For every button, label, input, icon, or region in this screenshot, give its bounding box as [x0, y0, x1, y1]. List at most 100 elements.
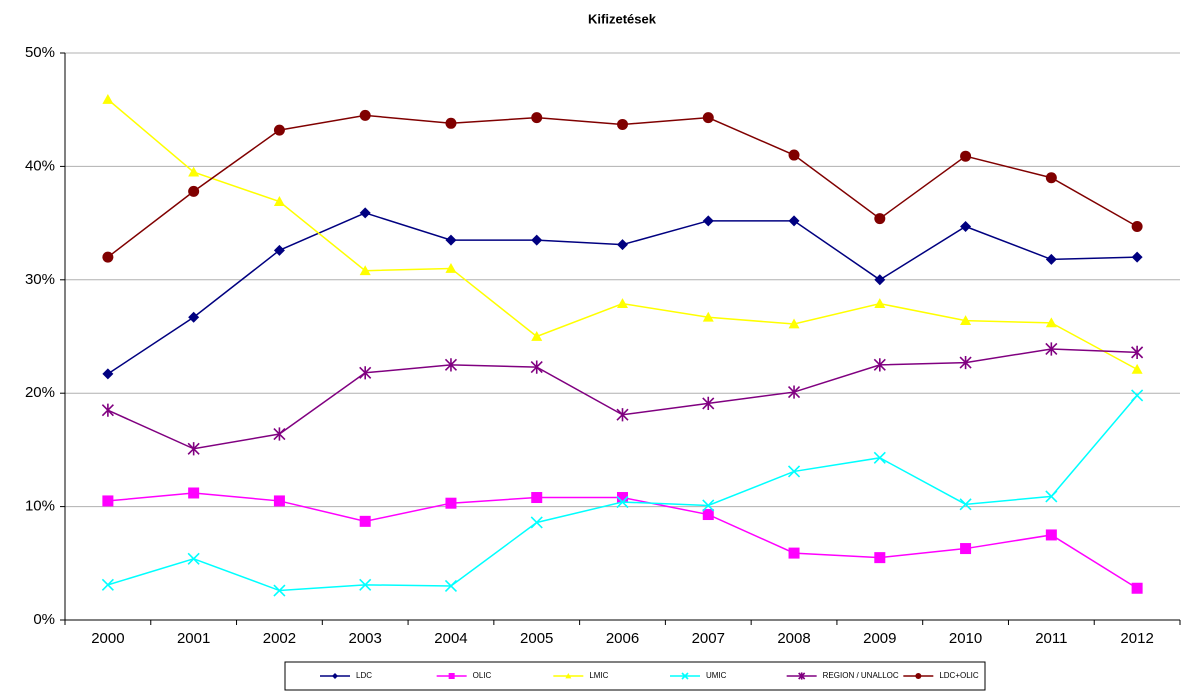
marker [787, 465, 801, 478]
marker [187, 552, 200, 565]
y-tick-label: 20% [25, 384, 55, 401]
marker [873, 451, 886, 464]
marker [960, 543, 972, 555]
y-tick-label: 0% [33, 611, 55, 628]
marker [188, 185, 200, 197]
marker [1131, 389, 1144, 402]
marker [702, 215, 714, 227]
marker [359, 265, 371, 276]
marker [681, 672, 689, 680]
marker [448, 673, 455, 679]
marker [874, 274, 886, 286]
legend-label: LMIC [589, 671, 608, 680]
series-line [107, 98, 1138, 371]
marker [273, 244, 285, 256]
x-tick-label: 2011 [1035, 630, 1067, 647]
marker [445, 497, 457, 509]
marker [798, 672, 806, 680]
marker [1045, 490, 1058, 503]
marker [444, 358, 458, 372]
marker [102, 495, 114, 507]
marker [874, 298, 886, 309]
marker [444, 579, 458, 593]
legend-label: UMIC [706, 671, 727, 680]
x-tick-label: 2000 [91, 630, 124, 647]
series-line [107, 492, 1138, 589]
marker [273, 124, 285, 136]
marker [959, 498, 972, 511]
x-tick-label: 2010 [949, 630, 982, 647]
marker [960, 150, 972, 162]
marker [915, 673, 922, 679]
marker [530, 360, 543, 374]
marker [188, 311, 200, 323]
marker [1045, 342, 1058, 356]
marker [702, 509, 714, 521]
x-tick-label: 2004 [434, 630, 467, 647]
marker [788, 215, 800, 227]
marker [187, 442, 200, 456]
marker [1131, 345, 1144, 359]
marker [960, 315, 972, 326]
marker [788, 547, 800, 559]
x-tick-label: 2009 [863, 630, 896, 647]
marker [531, 234, 543, 246]
marker [1045, 253, 1057, 265]
x-tick-label: 2001 [177, 630, 210, 647]
legend-label: OLIC [473, 671, 492, 680]
marker [617, 239, 628, 251]
marker [1131, 582, 1143, 594]
series-line [107, 212, 1138, 375]
marker [960, 221, 972, 233]
y-tick-label: 40% [25, 157, 55, 174]
marker [1131, 251, 1143, 263]
x-tick-label: 2012 [1120, 630, 1153, 647]
marker [788, 149, 800, 161]
marker [873, 358, 886, 372]
marker [702, 311, 714, 322]
marker [531, 112, 543, 124]
marker [188, 166, 200, 177]
marker [359, 207, 371, 219]
marker [359, 578, 372, 591]
marker [273, 196, 285, 206]
marker [617, 492, 628, 504]
marker [617, 118, 628, 130]
legend-label: LDC+OLIC [939, 671, 979, 680]
marker [530, 516, 543, 529]
y-tick-label: 30% [25, 271, 55, 288]
series-line [107, 348, 1138, 450]
y-tick-label: 10% [25, 498, 55, 515]
marker [359, 515, 371, 527]
marker [616, 495, 629, 509]
marker [565, 673, 572, 679]
marker [616, 408, 629, 422]
marker [1131, 221, 1143, 233]
marker [101, 578, 114, 591]
marker [787, 385, 801, 399]
marker [1045, 172, 1057, 184]
marker [102, 368, 114, 380]
marker [445, 262, 457, 273]
marker [332, 673, 338, 679]
legend-label: LDC [356, 671, 372, 680]
marker [188, 487, 200, 499]
marker [102, 93, 114, 104]
marker [531, 492, 543, 504]
marker [702, 499, 715, 512]
marker [702, 396, 715, 411]
x-tick-label: 2003 [349, 630, 382, 647]
series-line [107, 114, 1138, 258]
marker [359, 366, 372, 380]
marker [1045, 529, 1057, 541]
marker [1131, 363, 1143, 374]
marker [102, 251, 114, 263]
legend-label: REGION / UNALLOC [823, 671, 899, 680]
marker [531, 331, 543, 341]
marker [273, 584, 286, 597]
marker [445, 234, 457, 246]
marker [788, 318, 800, 329]
marker [702, 112, 714, 124]
x-tick-label: 2007 [692, 630, 725, 647]
